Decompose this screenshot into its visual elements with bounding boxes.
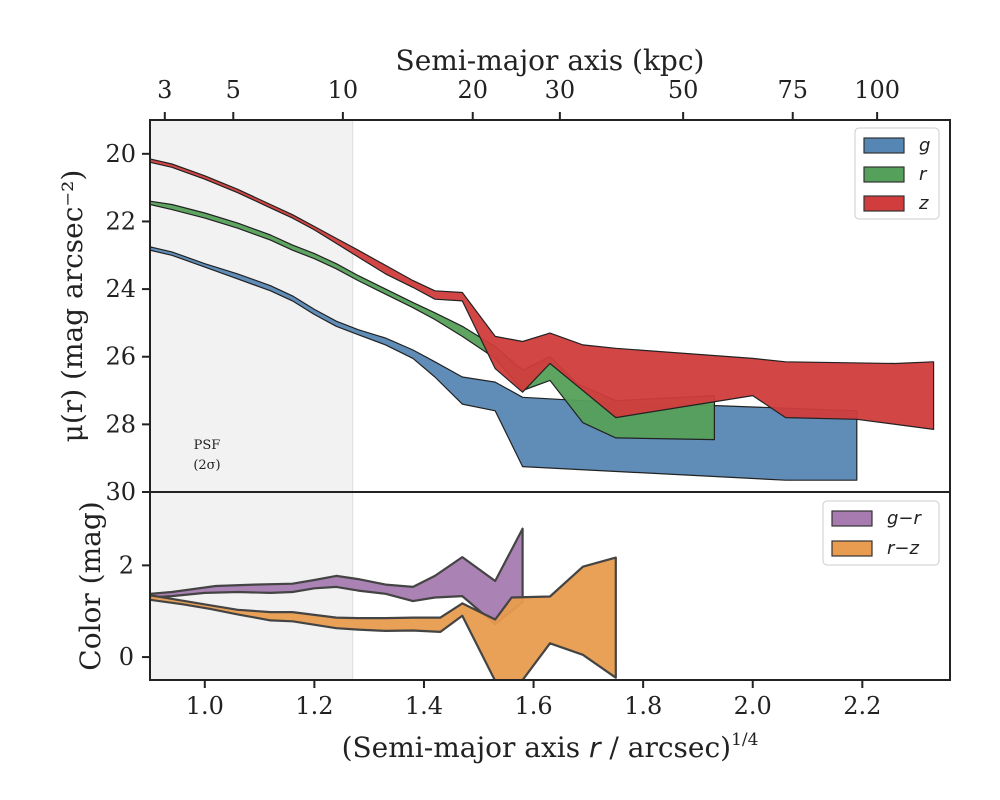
bottom-axis-title-exp: 1/4 [731, 730, 758, 750]
y-tick-label: 24 [105, 275, 136, 303]
legend-label-z: z [918, 193, 929, 214]
y-tick-label: 20 [105, 140, 136, 168]
axis-ticks: 20 22 24 26 28 30 0 2 1.0 1.2 1.4 1.6 1.8 2.0 2.2 3 5 10 2… [105, 76, 900, 720]
top-tick-label: 10 [328, 76, 359, 104]
legend-swatch-rz [831, 540, 873, 557]
band-rz [150, 556, 617, 680]
legend-swatch-g [863, 137, 905, 154]
legend-swatch-gr [831, 510, 873, 527]
top-tick-label: 75 [777, 76, 808, 104]
legend-swatch-r [863, 166, 905, 183]
y-tick-label: 30 [105, 478, 136, 506]
x-tick-label: 1.4 [405, 692, 443, 720]
x-tick-label: 2.2 [843, 692, 881, 720]
x-tick-label: 1.0 [186, 692, 224, 720]
legend-label-rz: r−z [887, 538, 919, 559]
legend-label-r: r [919, 164, 928, 185]
profile-legend: grz [854, 127, 940, 220]
x-tick-label: 1.2 [295, 692, 333, 720]
x-tick-label: 1.6 [514, 692, 552, 720]
color-y-tick-label: 0 [119, 643, 134, 671]
psf-region-profile [149, 119, 354, 493]
legend-label-gr: g−r [887, 508, 923, 529]
color-y-tick-label: 2 [119, 551, 134, 579]
bottom-axis-title: (Semi-major axis r / arcsec)1/4 [342, 730, 759, 764]
x-tick-label: 1.8 [624, 692, 662, 720]
bottom-axis-title-unit: / arcsec) [609, 731, 731, 764]
profile-bands [150, 158, 935, 481]
y-tick-label: 28 [105, 410, 136, 438]
top-tick-label: 3 [157, 76, 172, 104]
profile-y-axis-title: μ(r) (mag arcsec⁻²) [56, 170, 89, 443]
color-legend: g−r r−z [822, 500, 940, 566]
top-axis-title: Semi-major axis (kpc) [396, 44, 705, 77]
top-tick-label: 30 [545, 76, 576, 104]
y-tick-label: 26 [105, 343, 136, 371]
bottom-axis-title-r: r [589, 731, 602, 764]
top-tick-label: 20 [457, 76, 488, 104]
psf-label-line2: (2σ) [193, 458, 220, 473]
top-tick-label: 100 [854, 76, 900, 104]
band-z [150, 158, 935, 430]
legend-swatch-z [863, 195, 905, 212]
x-tick-label: 2.0 [734, 692, 772, 720]
legend-label-g: g [919, 135, 930, 156]
color-panel-frame [149, 491, 951, 681]
color-y-axis-title: Color (mag) [74, 501, 107, 670]
top-tick-label: 50 [668, 76, 699, 104]
y-tick-label: 22 [105, 207, 136, 235]
psf-label-line1: PSF [194, 438, 221, 453]
top-tick-label: 5 [226, 76, 241, 104]
color-bands [150, 527, 617, 680]
bottom-axis-title-main: (Semi-major axis [342, 731, 581, 764]
